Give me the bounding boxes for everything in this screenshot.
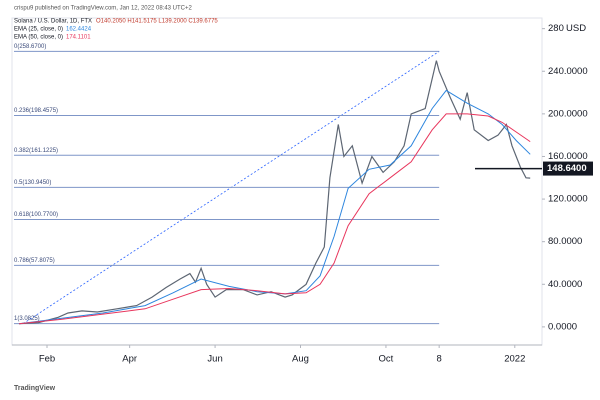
publisher: crispu9 published on TradingView.com, Ja…: [14, 6, 192, 12]
y-tick-label: 80.0000: [548, 236, 582, 247]
x-tick-label: 8: [437, 354, 442, 365]
y-tick-label: 0.0000: [548, 321, 577, 332]
price-label: 148.6400: [547, 163, 587, 174]
x-tick-label: 2022: [504, 354, 525, 365]
y-tick-label: 40.0000: [548, 279, 582, 290]
y-tick-label: 280: [548, 23, 564, 34]
legend-name: EMA (50, close, 0): [14, 35, 63, 41]
x-tick-label: Oct: [379, 354, 394, 365]
fib-label: 0.236(198.4575): [14, 108, 58, 114]
y-tick-label: 200.0000: [548, 108, 588, 119]
y-tick-label: 120.0000: [548, 194, 588, 205]
footer: TradingView: [14, 385, 56, 392]
fib-label: 0.618(100.7700): [14, 212, 58, 218]
series-line: [18, 89, 531, 325]
fib-label: 0.382(161.1225): [14, 148, 58, 154]
x-tick-label: Apr: [122, 354, 137, 365]
y-tick-label: 160.0000: [548, 151, 588, 162]
fib-label: 0.5(130.9450): [14, 180, 51, 186]
fib-label: 1(3.0825): [14, 316, 40, 322]
legend-value: 162.4424: [66, 27, 92, 33]
y-tick-label: 240.0000: [548, 66, 588, 77]
fib-label: 0.786(57.8075): [14, 258, 55, 264]
price-label-box: [543, 161, 593, 176]
ohlc: O140.2050 H141.5175 L139.2000 C139.6775: [96, 19, 218, 25]
legend-value: 174.1101: [66, 35, 91, 41]
y-unit: USD: [566, 23, 586, 34]
fib-label: 0(258.6700): [14, 44, 46, 50]
series-line: [18, 60, 531, 325]
x-tick-label: Feb: [39, 354, 55, 365]
x-tick-label: Aug: [292, 354, 309, 365]
title: Solana / U.S. Dollar, 1D, FTX: [14, 19, 92, 25]
legend-name: EMA (25, close, 0): [14, 27, 63, 33]
series-line: [18, 113, 531, 325]
x-tick-label: Jun: [207, 354, 222, 365]
